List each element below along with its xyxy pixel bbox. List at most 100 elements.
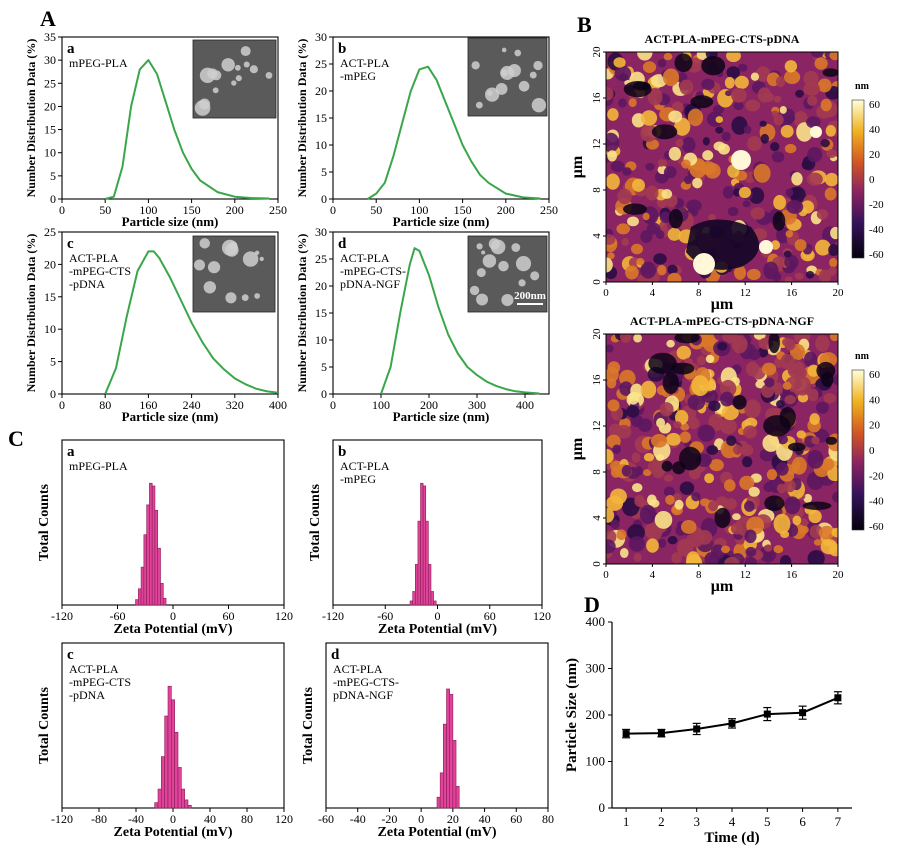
- afm-grain: [744, 399, 761, 419]
- afm-grain: [721, 405, 739, 421]
- afm-grain: [616, 223, 631, 235]
- chart-a-d-ytick-label: 15: [315, 306, 327, 320]
- tem-particle: [476, 293, 489, 306]
- afm-grain: [811, 52, 824, 58]
- chart-c-c-bar: [164, 715, 169, 809]
- afm-grain: [610, 519, 620, 530]
- chart-b-2-xlabel: μm: [711, 578, 734, 595]
- afm-grain: [784, 70, 801, 85]
- afm-grain: [803, 81, 821, 96]
- afm-grain: [795, 89, 804, 98]
- chart-c-a-xlabel: Zeta Potential (mV): [114, 622, 233, 637]
- tem-particle: [259, 256, 264, 262]
- afm-grain: [645, 185, 659, 201]
- panel-label-d: D: [584, 592, 600, 617]
- chart-a-a-sub-letter: a: [67, 41, 75, 57]
- chart-c-a-bar: [149, 482, 153, 606]
- afm-grain: [683, 175, 692, 185]
- afm-grain: [606, 448, 614, 464]
- chart-c-a-sub-letter: a: [67, 444, 75, 460]
- afm-grain: [763, 261, 779, 280]
- afm-grain: [657, 59, 667, 68]
- chart-a-c-xtick-label: 240: [183, 398, 201, 412]
- afm-grain: [771, 151, 785, 163]
- chart-d-xtick-label: 2: [658, 814, 665, 829]
- chart-b-2-ytick-label: 12: [591, 421, 603, 432]
- chart-a-d-xtick-label: 200: [420, 398, 438, 412]
- afm-grain: [708, 500, 719, 512]
- chart-c-b-bar: [420, 482, 424, 606]
- chart-a-b-xtick-label: 150: [454, 203, 472, 217]
- afm-grain: [796, 122, 813, 142]
- afm-grain: [654, 511, 673, 529]
- chart-d-point: [657, 729, 665, 737]
- chart-a-a-xtick-label: 50: [99, 203, 111, 217]
- chart-b-2-xtick-label: 20: [833, 569, 845, 581]
- afm-grain: [753, 163, 771, 183]
- chart-b-2-ytick-label: 0: [591, 561, 603, 567]
- chart-b-2-afm-image: [606, 334, 838, 564]
- chart-a-c-frame: [61, 231, 279, 395]
- chart-c-a-bar: [146, 504, 150, 606]
- afm-grain: [775, 76, 786, 88]
- chart-d-point: [763, 710, 771, 718]
- tem-particle: [529, 71, 537, 79]
- afm-pit: [672, 461, 686, 475]
- afm-grain: [724, 76, 735, 89]
- afm-grain: [637, 52, 653, 61]
- colorbar-tick-label: -40: [869, 224, 884, 236]
- afm-grain: [809, 524, 823, 539]
- afm-grain: [674, 499, 684, 510]
- afm-grain: [646, 538, 659, 553]
- chart-b-2-colorbar: nm 60 40 20 0 -20 -40 -60: [851, 351, 884, 533]
- afm-grain: [708, 213, 716, 222]
- afm-grain: [744, 500, 755, 512]
- chart-a-a-xtick-label: 250: [269, 203, 287, 217]
- chart-a-b-xlabel: Particle size (nm): [393, 214, 490, 229]
- afm-grain: [659, 221, 668, 230]
- colorbar-gradient: [851, 99, 865, 259]
- afm-grain: [666, 339, 675, 348]
- chart-c-a-bar: [140, 566, 145, 606]
- chart-c-b-bar: [422, 485, 427, 606]
- afm-grain: [779, 105, 787, 114]
- chart-c-d-bar: [436, 796, 441, 809]
- chart-c-c-xtick-label: 80: [241, 812, 253, 826]
- afm-grain: [639, 504, 657, 525]
- afm-grain: [667, 264, 678, 275]
- chart-a-d-ytick-label: 0: [321, 387, 327, 401]
- afm-grain: [619, 381, 633, 396]
- afm-grain: [807, 388, 819, 402]
- tem-particle: [476, 243, 483, 250]
- chart-b-1-ytick-label: 16: [591, 92, 603, 104]
- chart-b-1-xtick-label: 8: [696, 287, 702, 299]
- afm-pit: [714, 507, 731, 529]
- chart-a-a-ytick-label: 15: [44, 123, 56, 137]
- afm-grain: [776, 483, 787, 494]
- afm-grain: [796, 430, 806, 439]
- afm-grain: [619, 334, 632, 344]
- afm-grain: [687, 394, 706, 411]
- afm-grain: [829, 52, 838, 61]
- chart-c-c-xtick-label: -80: [91, 812, 107, 826]
- colorbar-tick-label: 40: [869, 124, 881, 136]
- tem-particle: [207, 68, 218, 79]
- chart-b-2-ylabel: μm: [569, 437, 586, 460]
- afm-grain: [676, 345, 692, 360]
- chart-c-b-bar: [417, 520, 421, 606]
- afm-grain: [770, 142, 780, 152]
- afm-grain: [606, 508, 615, 523]
- afm-grain: [794, 375, 812, 396]
- tem-particle: [501, 47, 507, 53]
- chart-d-point: [693, 725, 701, 733]
- afm-grain: [798, 525, 809, 534]
- chart-a-a-ytick-label: 25: [44, 76, 56, 90]
- tem-particle: [514, 49, 522, 57]
- afm-grain: [800, 200, 815, 214]
- afm-grain: [631, 452, 641, 463]
- afm-grain: [628, 98, 637, 107]
- afm-grain: [607, 150, 618, 162]
- afm-grain: [643, 453, 655, 462]
- afm-grain: [742, 200, 751, 208]
- afm-grain: [813, 539, 822, 546]
